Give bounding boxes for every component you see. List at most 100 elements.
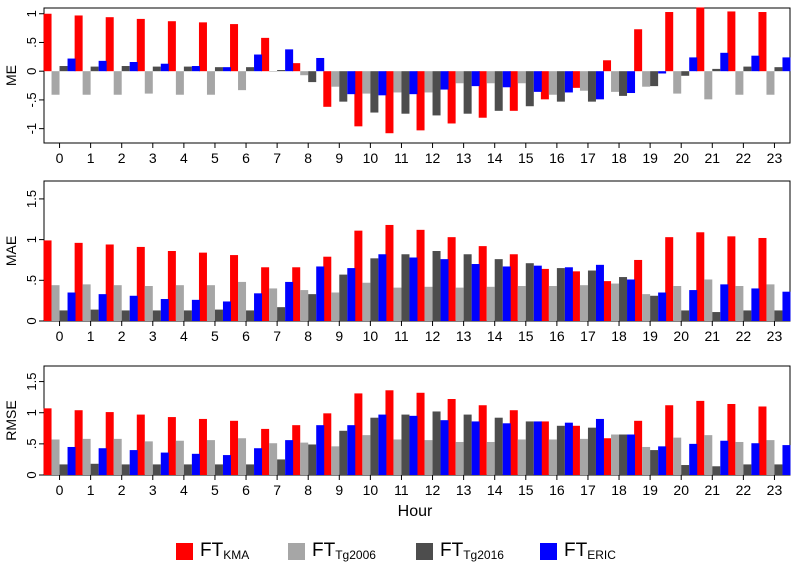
bar-ft-eric-hour-23: [782, 291, 791, 321]
bar-ft-eric-hour-9: [347, 425, 356, 475]
bar-ft-tg2016-hour-14: [494, 259, 503, 321]
x-tick-label: 21: [705, 482, 721, 498]
bar-ft-tg2016-hour-13: [463, 254, 472, 321]
y-tick-label: 1.5: [24, 373, 39, 391]
bar-ft-tg2016-hour-18: [619, 71, 628, 96]
bar-ft-tg2016-hour-5: [214, 67, 223, 72]
bar-ft-tg2006-hour-9: [331, 292, 340, 321]
bar-ft-eric-hour-12: [440, 71, 449, 90]
x-tick-label: 7: [273, 328, 281, 344]
bar-ft-kma-hour-4: [167, 417, 176, 475]
bar-ft-kma-hour-18: [603, 438, 612, 475]
bar-ft-kma-hour-23: [758, 12, 767, 72]
bar-ft-eric-hour-18: [627, 71, 636, 94]
legend-swatch: [540, 543, 557, 560]
x-tick-label: 16: [549, 328, 565, 344]
bar-ft-tg2006-hour-8: [300, 71, 309, 76]
bar-ft-tg2016-hour-1: [90, 309, 99, 321]
x-tick-label: 22: [736, 328, 752, 344]
bar-ft-eric-hour-13: [471, 421, 480, 475]
bar-ft-tg2006-hour-4: [175, 440, 184, 475]
bar-ft-kma-hour-6: [230, 255, 239, 321]
bar-ft-eric-hour-10: [378, 254, 387, 321]
x-tick-label: 12: [425, 482, 441, 498]
bar-ft-tg2016-hour-5: [214, 464, 223, 475]
bar-ft-tg2006-hour-1: [82, 71, 91, 95]
bar-ft-tg2006-hour-12: [424, 286, 433, 321]
x-tick-label: 13: [456, 482, 472, 498]
bar-ft-kma-hour-12: [416, 392, 425, 475]
bar-ft-tg2016-hour-1: [90, 66, 99, 72]
bar-ft-kma-hour-14: [478, 246, 487, 321]
x-tick-label: 18: [611, 150, 627, 166]
bar-ft-tg2006-hour-17: [579, 285, 588, 321]
bar-ft-tg2006-hour-0: [51, 71, 60, 95]
bar-ft-tg2006-hour-17: [579, 438, 588, 475]
bar-ft-eric-hour-3: [160, 63, 169, 72]
y-tick-label: 1.5: [24, 190, 39, 208]
bar-ft-eric-hour-21: [720, 52, 729, 72]
bar-ft-eric-hour-8: [316, 425, 325, 475]
bar-ft-kma-hour-8: [292, 425, 301, 475]
x-tick-label: 4: [180, 328, 188, 344]
bar-ft-tg2006-hour-15: [517, 439, 526, 475]
bar-ft-tg2006-hour-9: [331, 71, 340, 87]
y-tick-label: .5: [24, 37, 39, 48]
bar-ft-eric-hour-17: [595, 264, 604, 321]
bar-ft-tg2006-hour-1: [82, 438, 91, 475]
bar-ft-tg2006-hour-13: [455, 71, 464, 84]
x-tick-label: 4: [180, 482, 188, 498]
x-tick-label: 1: [87, 328, 95, 344]
bar-ft-kma-hour-7: [261, 267, 270, 321]
bar-ft-kma-hour-4: [167, 21, 176, 72]
bar-ft-tg2006-hour-18: [611, 71, 620, 92]
bar-ft-eric-hour-6: [254, 54, 263, 72]
bar-ft-tg2016-hour-19: [650, 71, 659, 87]
bar-ft-tg2016-hour-8: [308, 294, 317, 321]
bar-ft-kma-hour-0: [43, 408, 52, 475]
y-tick-label: 1: [24, 409, 39, 416]
x-tick-label: 15: [518, 328, 534, 344]
bar-ft-tg2016-hour-5: [214, 309, 223, 321]
bar-ft-eric-hour-7: [285, 440, 294, 475]
bar-ft-kma-hour-23: [758, 237, 767, 321]
bar-ft-eric-hour-11: [409, 415, 418, 475]
bar-ft-eric-hour-11: [409, 257, 418, 321]
bar-ft-eric-hour-5: [222, 301, 231, 321]
bar-ft-eric-hour-13: [471, 71, 480, 87]
bar-ft-tg2016-hour-9: [339, 430, 348, 475]
bar-ft-tg2016-hour-10: [370, 258, 379, 321]
bar-ft-tg2016-hour-15: [525, 263, 534, 321]
bar-ft-tg2006-hour-2: [113, 438, 122, 475]
x-tick-label: 14: [487, 328, 503, 344]
bar-ft-tg2016-hour-23: [774, 310, 783, 321]
bar-ft-tg2016-hour-16: [556, 71, 565, 102]
bar-ft-tg2006-hour-3: [144, 441, 153, 475]
bar-ft-kma-hour-2: [105, 17, 114, 72]
x-tick-label: 16: [549, 482, 565, 498]
bar-ft-eric-hour-7: [285, 281, 294, 321]
legend-label: FTTg2006: [312, 540, 376, 562]
bar-ft-tg2006-hour-13: [455, 287, 464, 321]
bar-ft-tg2006-hour-18: [611, 434, 620, 475]
x-tick-label: 8: [304, 482, 312, 498]
bar-ft-kma-hour-22: [727, 403, 736, 475]
x-tick-label: 7: [273, 482, 281, 498]
x-tick-label: 21: [705, 328, 721, 344]
bar-ft-eric-hour-8: [316, 57, 325, 72]
bar-ft-eric-hour-15: [533, 265, 542, 321]
x-tick-label: 2: [118, 482, 126, 498]
bar-ft-tg2016-hour-2: [121, 66, 130, 72]
bar-ft-eric-hour-19: [658, 446, 667, 475]
bar-ft-kma-hour-18: [603, 60, 612, 72]
bar-ft-kma-hour-10: [354, 393, 363, 475]
x-tick-label: 23: [767, 482, 783, 498]
bar-ft-eric-hour-10: [378, 414, 387, 475]
x-tick-label: 12: [425, 150, 441, 166]
bar-ft-kma-hour-5: [198, 418, 207, 475]
bar-ft-tg2016-hour-13: [463, 71, 472, 114]
bar-ft-eric-hour-4: [191, 299, 200, 321]
bar-ft-tg2006-hour-23: [766, 71, 775, 95]
x-tick-label: 14: [487, 482, 503, 498]
x-tick-label: 19: [642, 328, 658, 344]
